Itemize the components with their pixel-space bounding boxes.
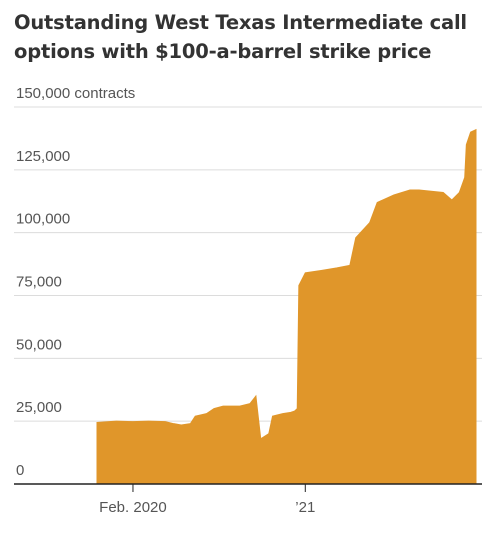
x-tick-label: Feb. 2020 <box>99 499 167 516</box>
y-tick-label: 100,000 <box>16 211 70 228</box>
y-tick-label: 0 <box>16 462 24 479</box>
data-series <box>96 128 477 485</box>
contracts-area <box>96 128 477 485</box>
y-tick-label: 50,000 <box>16 336 62 353</box>
x-tick-label: ’21 <box>295 499 315 516</box>
y-tick-label: 150,000 contracts <box>16 85 135 102</box>
x-axis-ticks: Feb. 2020 ’21 <box>99 484 315 516</box>
chart-title: Outstanding West Texas Intermediate call… <box>14 11 467 63</box>
y-tick-label: 125,000 <box>16 148 70 165</box>
y-axis-tick-labels: 150,000 contracts 125,000 100,000 75,000 50,… <box>16 85 135 479</box>
y-tick-label: 75,000 <box>16 274 62 291</box>
y-tick-label: 25,000 <box>16 399 62 416</box>
